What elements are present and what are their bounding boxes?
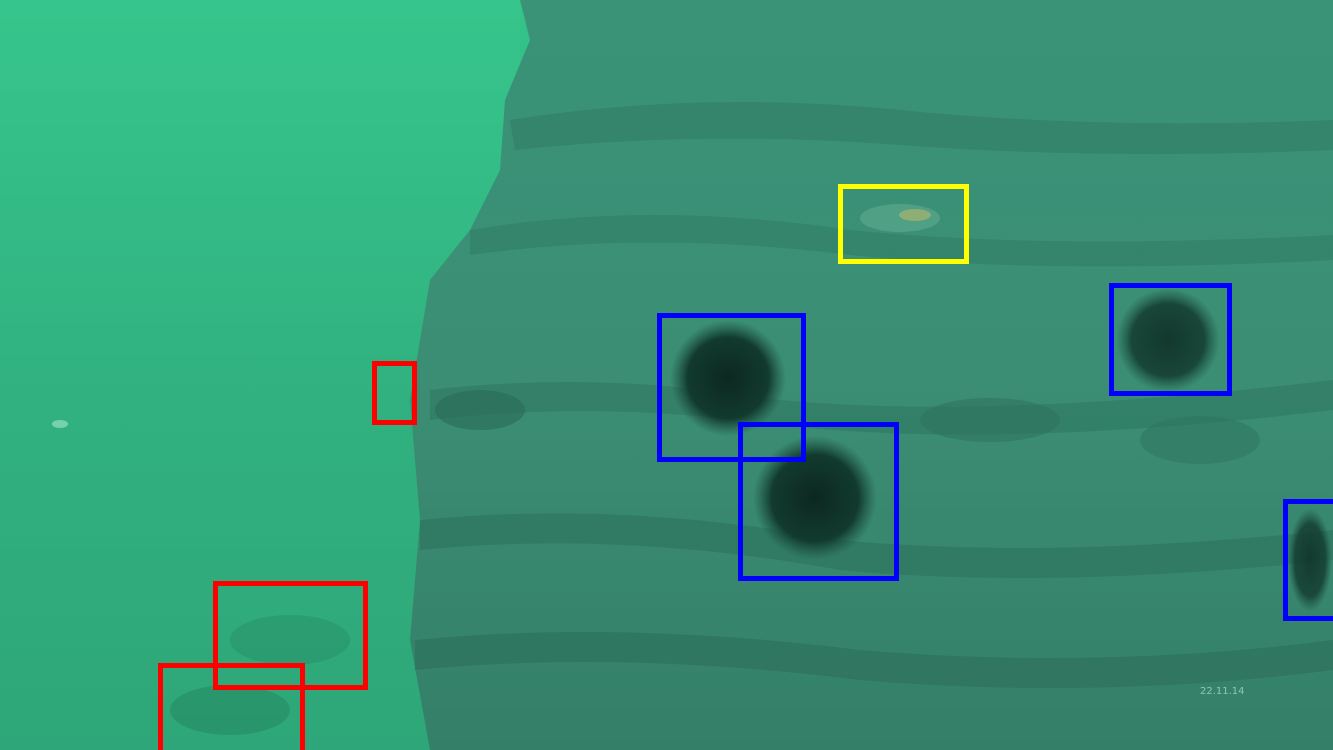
urchin-bounding-box (657, 313, 806, 462)
urchin-bounding-box (1283, 499, 1333, 621)
timestamp-watermark: 22.11.14 (1200, 686, 1245, 697)
urchin-bounding-box (738, 422, 899, 581)
other-bounding-box (372, 361, 417, 425)
urchin-bounding-box (1109, 283, 1232, 396)
fish-bounding-box (838, 184, 969, 264)
other-bounding-box (158, 663, 305, 750)
other-bounding-box (213, 581, 368, 690)
